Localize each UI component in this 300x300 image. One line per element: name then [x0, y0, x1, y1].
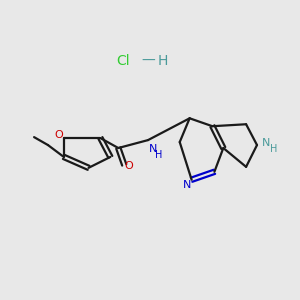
Text: H: H [270, 144, 278, 154]
Text: O: O [55, 130, 63, 140]
Text: H: H [158, 54, 168, 68]
Text: N: N [262, 138, 270, 148]
Text: N: N [149, 144, 157, 154]
Text: H: H [155, 150, 163, 160]
Text: Cl: Cl [116, 54, 130, 68]
Text: N: N [182, 180, 191, 190]
Text: —: — [141, 54, 155, 68]
Text: O: O [125, 161, 134, 171]
